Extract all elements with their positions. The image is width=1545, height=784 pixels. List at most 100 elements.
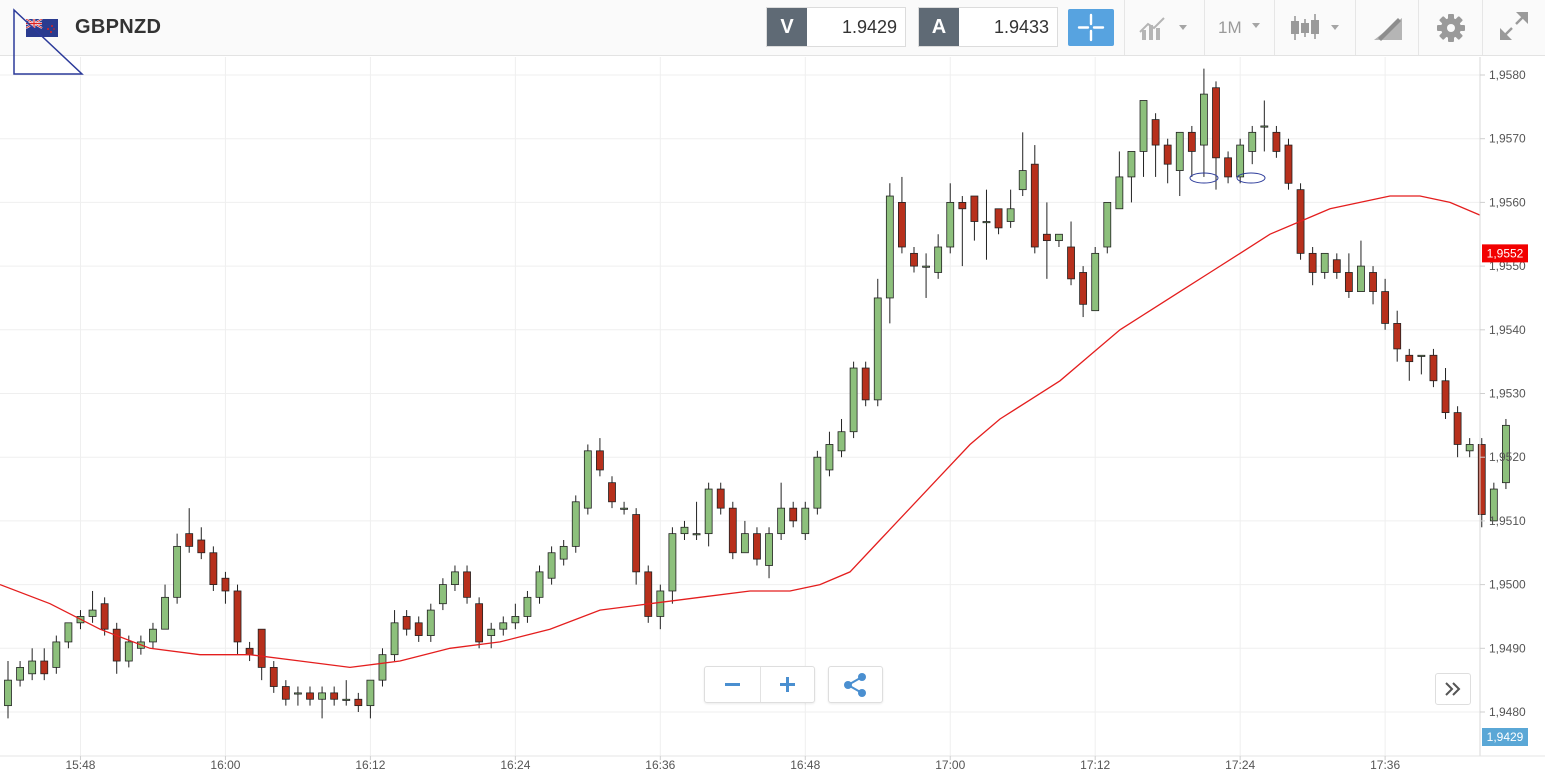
candle — [245, 641, 254, 662]
scroll-to-latest-button[interactable] — [1435, 673, 1471, 705]
candle-body-down — [306, 692, 314, 700]
y-tick-label: 1,9550 — [1489, 259, 1526, 273]
candle-body-down — [753, 533, 761, 560]
toolbar-separator — [1355, 0, 1356, 55]
candle — [994, 208, 1003, 235]
candle-body-up — [4, 679, 12, 707]
candle-body-up — [28, 660, 37, 675]
toolbar-separator — [1204, 0, 1205, 55]
candle-body-up — [426, 609, 435, 636]
x-tick-label: 17:36 — [1370, 758, 1400, 772]
indicators-button[interactable] — [1136, 8, 1196, 48]
x-tick-label: 17:12 — [1080, 758, 1110, 772]
candle-body-down — [1308, 252, 1317, 273]
candle-body-up — [523, 596, 532, 617]
flag-icon — [26, 19, 58, 37]
candle — [583, 444, 592, 515]
current-price-badge-bg — [1482, 244, 1528, 263]
candle-body-up — [1357, 265, 1365, 292]
timeframe-label: 1M — [1218, 18, 1242, 37]
candle-body-up — [1200, 93, 1208, 146]
time-axis: 15:48 16:00 16:12 16:24 16:36 16:48 17:00 17:12… — [65, 756, 1400, 772]
candle — [1357, 240, 1365, 292]
candle — [112, 622, 121, 674]
candle-body-up — [922, 265, 930, 268]
candle-body-down — [1067, 246, 1075, 280]
candle — [620, 501, 628, 515]
candle-body-up — [547, 552, 556, 579]
candle — [668, 527, 677, 604]
candle-body-down — [281, 686, 290, 700]
candle — [1006, 189, 1015, 228]
candle — [1477, 438, 1486, 528]
toolbar-separator — [1124, 0, 1125, 55]
fullscreen-button[interactable] — [1492, 8, 1536, 48]
drawing-tools-button[interactable] — [1366, 8, 1410, 48]
candle — [64, 622, 73, 649]
candle-body-down — [233, 590, 242, 643]
candle-body-up — [1260, 125, 1269, 128]
candle — [559, 540, 568, 566]
candle — [1055, 233, 1063, 247]
candle-body-up — [1489, 488, 1498, 522]
candle — [656, 584, 665, 630]
candle — [1030, 145, 1039, 254]
candle-body-up — [1115, 176, 1124, 210]
candle — [861, 361, 870, 407]
x-tick-label: 16:24 — [500, 758, 530, 772]
candle-body-down — [209, 552, 218, 586]
y-tick-label: 1,9560 — [1489, 195, 1526, 209]
candle-body-down — [728, 507, 737, 554]
candle — [680, 520, 689, 541]
zoom-out-button[interactable] — [705, 667, 759, 702]
candle-body-down — [970, 195, 979, 222]
candle — [523, 590, 532, 623]
candle-body-up — [438, 584, 447, 605]
candle — [28, 648, 37, 681]
chevron-down-icon — [1252, 23, 1260, 28]
annotation-ellipse[interactable] — [1236, 172, 1266, 184]
annotation-ellipse[interactable] — [1189, 172, 1219, 184]
candle-body-down — [789, 507, 798, 522]
candle — [946, 183, 955, 254]
candle — [898, 176, 906, 254]
x-tick-label: 15:48 — [65, 758, 95, 772]
candle-body-up — [656, 590, 665, 617]
settings-button[interactable] — [1430, 8, 1474, 48]
candle — [257, 628, 266, 681]
candle — [185, 508, 194, 553]
share-button[interactable] — [828, 666, 883, 703]
current-price-badge: 1,9552 — [1482, 244, 1528, 263]
crosshair-button[interactable] — [1068, 9, 1114, 46]
candle — [40, 648, 49, 681]
candle-body-up — [1139, 100, 1148, 152]
candle-body-down — [596, 450, 604, 471]
candle-body-down — [1284, 144, 1293, 184]
candle-body-up — [1320, 252, 1329, 273]
candle-body-up — [161, 596, 169, 630]
buy-quote[interactable]: A 1.9433 — [918, 7, 1058, 47]
sell-quote[interactable]: V 1.9429 — [766, 7, 906, 47]
candle — [173, 533, 182, 604]
zoom-out-icon — [725, 683, 740, 686]
zoom-in-icon — [780, 677, 795, 692]
zoom-in-button[interactable] — [760, 667, 815, 702]
timeframe-button[interactable] — [1210, 8, 1270, 48]
bid-price-label: 1,9429 — [1487, 730, 1524, 744]
candle — [825, 431, 834, 477]
candle — [149, 622, 157, 649]
candle — [1175, 131, 1184, 197]
drawn-triangle[interactable] — [12, 8, 84, 76]
candle-body-up — [16, 667, 24, 681]
candle-body-down — [716, 488, 725, 509]
candle-body-down — [1393, 323, 1402, 350]
chart-type-button[interactable] — [1284, 8, 1346, 48]
candle-body-down — [414, 622, 423, 636]
candle — [1067, 221, 1075, 286]
candle — [547, 546, 556, 585]
candle — [813, 450, 822, 515]
gear-icon — [1437, 14, 1465, 42]
candle — [88, 590, 97, 623]
candle-body-up — [837, 431, 846, 452]
